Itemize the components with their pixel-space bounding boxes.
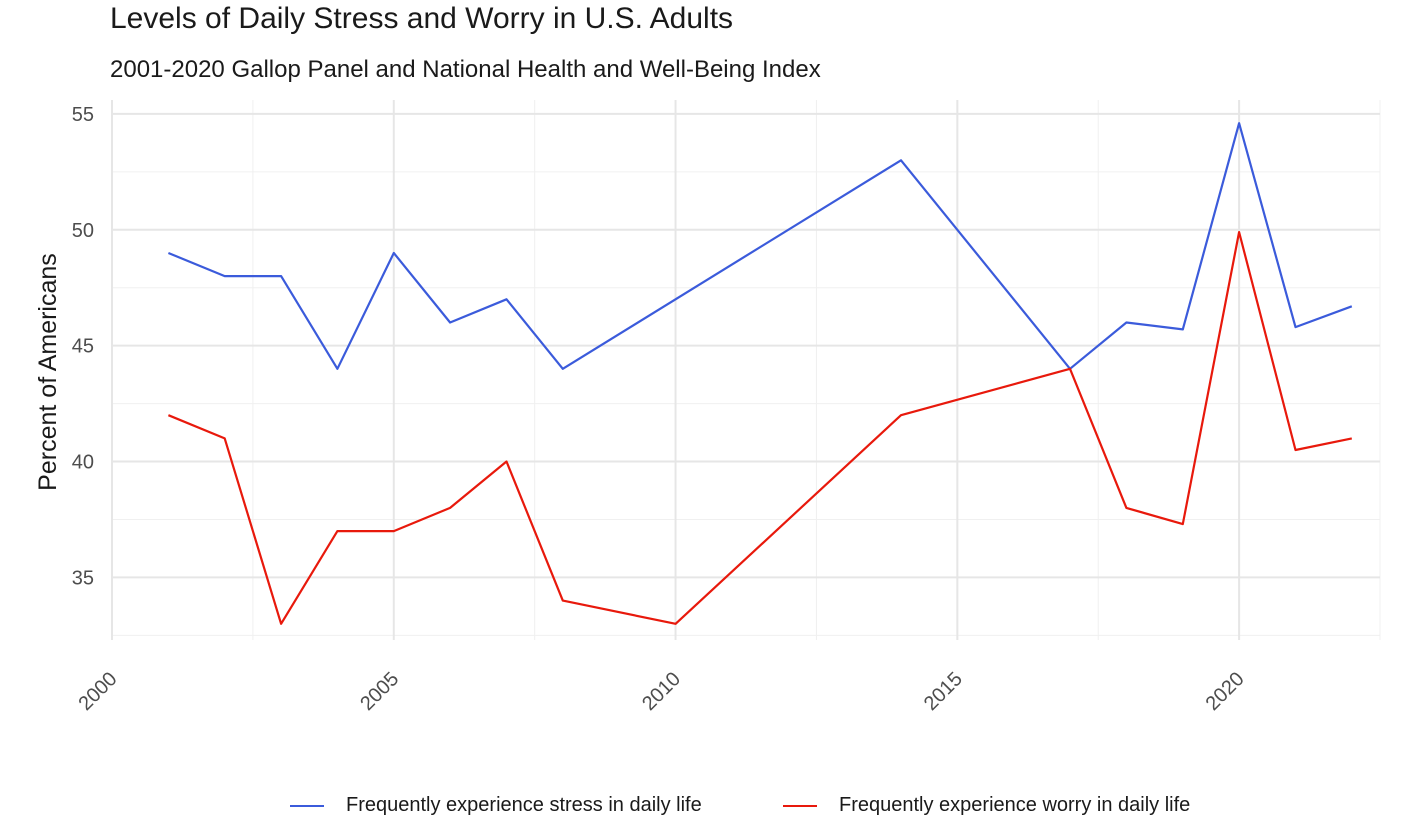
legend-item-worry: Frequently experience worry in daily lif…	[783, 794, 1190, 817]
legend-swatch-stress	[290, 804, 324, 807]
legend: Frequently experience stress in daily li…	[0, 794, 1408, 828]
legend-label-worry: Frequently experience worry in daily lif…	[839, 794, 1191, 816]
chart-title: Levels of Daily Stress and Worry in U.S.…	[110, 2, 734, 35]
y-axis-title: Percent of Americans	[34, 253, 62, 491]
x-tick-label: 2020	[1202, 668, 1249, 715]
chart-subtitle: 2001-2020 Gallop Panel and National Heal…	[110, 56, 821, 83]
y-tick-label: 40	[72, 452, 94, 474]
x-tick-label: 2010	[638, 668, 685, 715]
legend-swatch-worry	[783, 804, 817, 807]
y-tick-label: 35	[72, 567, 94, 589]
legend-item-stress: Frequently experience stress in daily li…	[290, 794, 702, 817]
y-tick-label: 50	[72, 220, 94, 242]
y-tick-label: 55	[72, 104, 94, 126]
series-lines	[167, 122, 1353, 625]
legend-label-stress: Frequently experience stress in daily li…	[346, 794, 702, 816]
x-tick-label: 2000	[75, 668, 122, 715]
x-tick-label: 2015	[920, 668, 967, 715]
series-line-stress	[167, 122, 1353, 370]
y-tick-label: 45	[72, 336, 94, 358]
tick-labels: 2000 2005 2010 2015 2020 35 40 45 50 55	[72, 104, 1249, 715]
x-tick-label: 2005	[356, 668, 403, 715]
line-chart: 2000 2005 2010 2015 2020 35 40 45 50 55 Percent o…	[34, 100, 1381, 715]
series-line-worry	[167, 231, 1353, 625]
